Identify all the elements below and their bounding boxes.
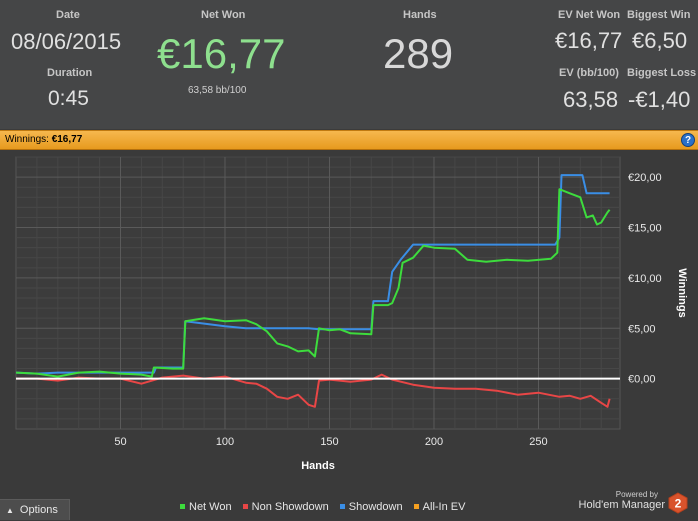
x-tick-label: 150 (320, 436, 338, 448)
hm2-logo-number: 2 (675, 497, 682, 511)
winnings-chart: 50 100 150 200 250 €0,00 €5,00 €10,00 €15,00 €20,… (15, 156, 688, 472)
y-tick-label: €5,00 (628, 323, 656, 335)
hm2-logo: 2 (668, 492, 688, 514)
chevron-up-icon: ▲ (6, 506, 14, 515)
footer (0, 490, 698, 520)
net-won-label: Net Won (201, 9, 246, 21)
y-tick-label: €20,00 (628, 172, 662, 184)
biggest-loss-value: -€1,40 (628, 87, 691, 112)
winnings-panel-title: Winnings: €16,77 (5, 134, 82, 145)
session-summary-header: Date 08/06/2015 Duration 0:45 Net Won €1… (0, 0, 698, 129)
hm2-logo-hexagon (668, 492, 688, 514)
options-label: Options (19, 504, 58, 516)
net-won-value: €16,77 (157, 30, 286, 77)
series-line-net-won (15, 188, 611, 378)
legend-label-showdown: Showdown (348, 501, 403, 513)
y-tick-label: €10,00 (628, 273, 662, 285)
winnings-title-value: €16,77 (51, 134, 83, 145)
y-tick-label: €0,00 (628, 374, 656, 386)
legend-item-non-showdown[interactable]: Non Showdown (242, 501, 329, 513)
chart-legend: Net Won Non Showdown Showdown All-In EV (180, 501, 473, 513)
duration-label: Duration (47, 67, 93, 79)
biggest-loss-label: Biggest Loss (627, 67, 697, 79)
duration-value: 0:45 (48, 87, 89, 110)
legend-swatch-net-won (180, 503, 185, 509)
legend-label-non-showdown: Non Showdown (251, 501, 329, 513)
brand-name: Hold'em Manager (578, 499, 665, 511)
legend-swatch-all-in-ev (413, 503, 419, 509)
x-tick-label: 250 (529, 436, 547, 448)
date-value: 08/06/2015 (11, 29, 122, 54)
legend-item-net-won[interactable]: Net Won (180, 501, 232, 513)
winnings-chart-panel: 50 100 150 200 250 €0,00 €5,00 €10,00 €15,00 €20,… (0, 150, 698, 490)
ev-bb100-value: 63,58 (563, 87, 619, 112)
x-axis-label: Hands (301, 460, 335, 472)
y-tick-label: €15,00 (628, 223, 662, 235)
date-label: Date (56, 9, 80, 21)
legend-label-net-won: Net Won (189, 501, 232, 513)
ev-net-won-value: €16,77 (555, 28, 623, 53)
winnings-title-prefix: Winnings: (5, 134, 52, 145)
y-axis-label: Winnings (676, 268, 688, 317)
hands-value: 289 (383, 30, 454, 77)
biggest-win-label: Biggest Win (627, 9, 691, 21)
legend-item-showdown[interactable]: Showdown (339, 501, 403, 513)
biggest-win-value: €6,50 (632, 28, 688, 53)
legend-item-all-in-ev[interactable]: All-In EV (413, 501, 466, 513)
ev-net-won-label: EV Net Won (558, 9, 621, 21)
hands-label: Hands (403, 9, 437, 21)
series-line-non-showdown (16, 373, 611, 408)
legend-label-all-in-ev: All-In EV (422, 501, 466, 513)
options-button[interactable]: ▲ Options (0, 499, 70, 520)
help-icon[interactable]: ? (681, 133, 695, 147)
powered-by-label: Powered by (615, 490, 658, 499)
legend-swatch-showdown (339, 503, 345, 509)
x-tick-label: 100 (216, 436, 234, 448)
net-won-bb100: 63,58 bb/100 (188, 85, 247, 96)
x-tick-label: 200 (425, 436, 443, 448)
legend-swatch-non-showdown (242, 503, 248, 509)
ev-bb100-label: EV (bb/100) (559, 67, 619, 79)
x-tick-label: 50 (114, 436, 126, 448)
winnings-panel-header: Winnings: €16,77 ? (0, 130, 698, 150)
